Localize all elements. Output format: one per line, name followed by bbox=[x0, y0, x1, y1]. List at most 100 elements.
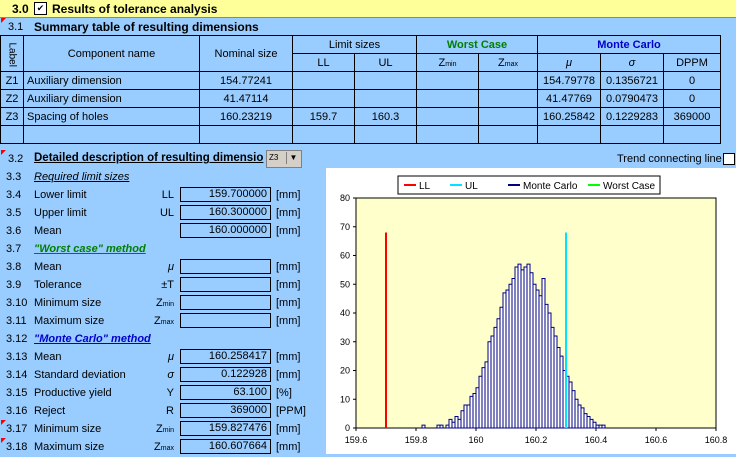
detail-row-symbol: Y bbox=[166, 387, 174, 399]
detail-row-label: Minimum size bbox=[34, 423, 102, 435]
detail-row-number: 3.4 bbox=[6, 189, 22, 201]
results-checkbox[interactable]: ✔ bbox=[34, 2, 47, 15]
detail-row-value[interactable]: 159.827476 bbox=[180, 421, 271, 436]
detail-row-number: 3.17 bbox=[6, 423, 28, 435]
detail-row-number: 3.11 bbox=[6, 315, 27, 327]
detail-row: 3.6 Mean 160.000000 [mm] bbox=[0, 222, 326, 240]
zmin-cell bbox=[416, 71, 479, 90]
mu-header: μ bbox=[537, 53, 601, 72]
detail-row-value[interactable]: 160.258417 bbox=[180, 349, 271, 364]
detail-row-value[interactable]: 159.700000 bbox=[180, 187, 271, 202]
results-header-bar: 3.0 ✔ Results of tolerance analysis bbox=[0, 0, 736, 18]
detail-row: 3.9 Tolerance ±T [mm] bbox=[0, 276, 326, 294]
ll-header: LL bbox=[292, 53, 355, 72]
trend-line-label: Trend connecting line bbox=[617, 153, 722, 165]
detail-row: 3.15 Productive yield Y 63.100 [%] bbox=[0, 384, 326, 402]
ul-cell bbox=[354, 71, 417, 90]
detail-row-symbol: Zmax bbox=[154, 315, 174, 327]
detail-row-value[interactable]: 160.300000 bbox=[180, 205, 271, 220]
detail-row-value[interactable] bbox=[180, 313, 271, 328]
component-name-cell: Auxiliary dimension bbox=[23, 89, 200, 108]
dimension-select-value: Z3 bbox=[269, 153, 279, 162]
summary-title: Summary table of resulting dimensions bbox=[34, 20, 259, 34]
detail-row-label: Maximum size bbox=[34, 441, 105, 453]
detail-header-row: 3.2 Detailed description of resulting di… bbox=[0, 150, 736, 168]
detail-row-value[interactable]: 160.000000 bbox=[180, 223, 271, 238]
mc-method-row: 3.12 "Monte Carlo" method bbox=[0, 330, 326, 348]
detail-row: 3.10 Minimum size Zmin [mm] bbox=[0, 294, 326, 312]
component-name-cell: Spacing of holes bbox=[23, 107, 200, 126]
y-tick-label: 30 bbox=[340, 337, 350, 347]
chart-legend bbox=[397, 175, 661, 195]
detail-row-symbol: μ bbox=[167, 261, 174, 273]
results-title: Results of tolerance analysis bbox=[52, 2, 218, 16]
detail-row-number: 3.15 bbox=[6, 387, 28, 399]
detail-row: 3.18 Maximum size Zmax 160.607664 [mm] bbox=[0, 438, 326, 456]
detail-row-value[interactable] bbox=[180, 277, 271, 292]
detail-row-unit: [mm] bbox=[276, 297, 301, 309]
required-title: Required limit sizes bbox=[34, 171, 130, 183]
dppm-header: DPPM bbox=[663, 53, 721, 72]
x-tick-label: 160.4 bbox=[585, 435, 608, 445]
detail-row-unit: [mm] bbox=[276, 189, 301, 201]
detail-row-symbol: Zmax bbox=[154, 441, 174, 453]
mu-cell: 154.79778 bbox=[537, 71, 601, 90]
nominal-size-cell: 154.77241 bbox=[199, 71, 293, 90]
detail-row-value[interactable]: 369000 bbox=[180, 403, 271, 418]
sigma-header: σ bbox=[600, 53, 664, 72]
detail-row-unit: [PPM] bbox=[276, 405, 306, 417]
label-column-header: Label bbox=[0, 35, 24, 72]
detail-row-value[interactable] bbox=[180, 259, 271, 274]
detail-row-number: 3.6 bbox=[6, 225, 22, 237]
mc-method-title: "Monte Carlo" method bbox=[34, 333, 151, 345]
detail-row-label: Reject bbox=[34, 405, 66, 417]
detail-row-unit: [mm] bbox=[276, 261, 301, 273]
detail-row-value[interactable]: 0.122928 bbox=[180, 367, 271, 382]
y-tick-label: 40 bbox=[340, 308, 350, 318]
detail-row-label: Tolerance bbox=[34, 279, 82, 291]
detail-row-label: Minimum size bbox=[34, 297, 102, 309]
mc-method-number: 3.12 bbox=[6, 333, 28, 345]
x-tick-label: 160.2 bbox=[525, 435, 548, 445]
detail-row-symbol: ±T bbox=[161, 279, 174, 291]
dimension-select[interactable]: Z3 ▼ bbox=[266, 150, 302, 168]
empty-cell bbox=[537, 125, 601, 144]
y-tick-label: 10 bbox=[340, 394, 350, 404]
sigma-cell: 0.0790473 bbox=[600, 89, 664, 108]
x-tick-label: 159.8 bbox=[405, 435, 428, 445]
ll-legend-label: LL bbox=[419, 181, 431, 192]
histogram-svg: 0 10 20 30 40 50 60 70 80 159.6 159.8 160 160.2 160.4… bbox=[340, 175, 728, 445]
nominal-size-cell: 160.23219 bbox=[199, 107, 293, 126]
detail-row-label: Productive yield bbox=[34, 387, 112, 399]
empty-cell bbox=[23, 125, 200, 144]
empty-cell bbox=[478, 125, 538, 144]
detail-row-number: 3.16 bbox=[6, 405, 28, 417]
summary-row: Z2 Auxiliary dimension 41.47114 41.47769 0.0… bbox=[0, 89, 721, 108]
summary-number: 3.1 bbox=[8, 21, 24, 33]
ul-header: UL bbox=[354, 53, 417, 72]
zmin-header: Zmin bbox=[416, 53, 479, 72]
detail-row-value[interactable]: 160.607664 bbox=[180, 439, 271, 454]
label-cell: Z2 bbox=[0, 89, 24, 108]
dppm-cell: 0 bbox=[663, 71, 721, 90]
empty-cell bbox=[292, 125, 355, 144]
detail-row-label: Mean bbox=[34, 225, 62, 237]
detail-row-symbol: Zmin bbox=[155, 423, 174, 435]
detail-row-label: Lower limit bbox=[34, 189, 87, 201]
summary-table: Label Component name Nominal size Limit … bbox=[0, 35, 721, 144]
zmax-cell bbox=[478, 107, 538, 126]
worst-case-header: Worst Case bbox=[416, 35, 538, 54]
detail-row-value[interactable]: 63.100 bbox=[180, 385, 271, 400]
empty-cell bbox=[663, 125, 721, 144]
detail-row-value[interactable] bbox=[180, 295, 271, 310]
limit-sizes-header: Limit sizes bbox=[292, 35, 417, 54]
empty-cell bbox=[199, 125, 293, 144]
detail-row-unit: [mm] bbox=[276, 351, 301, 363]
chevron-down-icon[interactable]: ▼ bbox=[286, 152, 300, 164]
detail-row-label: Maximum size bbox=[34, 315, 105, 327]
detail-row: 3.5 Upper limit UL 160.300000 [mm] bbox=[0, 204, 326, 222]
trend-line-checkbox[interactable] bbox=[723, 153, 735, 165]
x-tick-label: 160.8 bbox=[705, 435, 728, 445]
detail-row-unit: [mm] bbox=[276, 207, 301, 219]
empty-cell bbox=[600, 125, 664, 144]
